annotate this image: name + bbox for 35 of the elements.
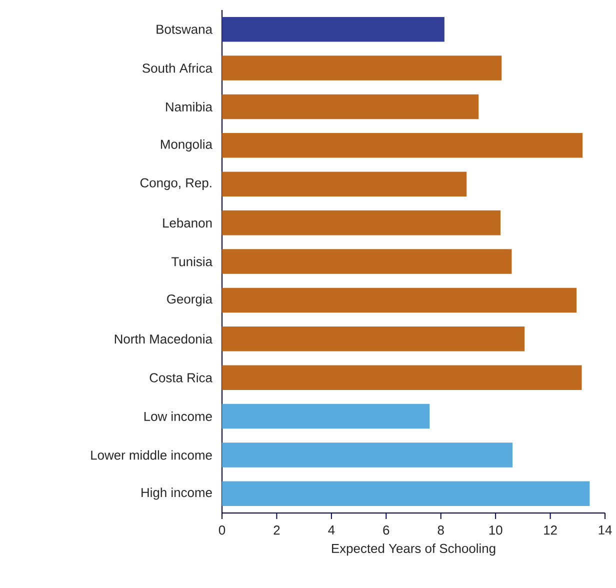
bar	[222, 210, 500, 236]
bar	[222, 481, 590, 506]
bar	[222, 288, 577, 313]
y-tick-label: Mongolia	[160, 139, 212, 152]
y-tick-label: Georgia	[167, 294, 212, 306]
x-tick-label: 0	[218, 526, 226, 535]
y-tick-label: Botswana	[156, 24, 212, 34]
x-tick-label: 12	[544, 526, 557, 535]
bar	[222, 133, 583, 158]
y-tick-label: Lebanon	[163, 218, 212, 228]
y-tick-label: Lower middle income	[91, 450, 212, 460]
x-tick-label: 6	[383, 526, 390, 535]
bar	[222, 404, 430, 429]
bar	[222, 365, 582, 390]
bar	[222, 249, 512, 274]
x-tick-label: 2	[274, 526, 280, 535]
x-tick-label: 14	[598, 526, 612, 534]
bar	[222, 442, 513, 468]
y-tick-label: North Macedonia	[114, 334, 212, 344]
y-tick-label: Namibia	[166, 102, 212, 112]
y-tick-label: High income	[142, 488, 212, 500]
y-tick-label: Tunisia	[172, 256, 212, 266]
y-tick-label: South Africa	[142, 63, 212, 73]
y-tick-label: Costa Rica	[150, 372, 212, 382]
bar	[222, 94, 479, 120]
bar	[222, 16, 444, 42]
bar	[222, 326, 525, 352]
y-tick-label: Congo, Rep.	[140, 178, 212, 190]
bar	[222, 172, 467, 196]
x-tick-label: 10	[489, 526, 502, 535]
x-tick-label: 4	[328, 526, 335, 534]
x-tick-label: 8	[438, 526, 444, 535]
x-axis-title: Expected Years of Schooling	[332, 544, 496, 556]
y-tick-label: Low income	[144, 412, 212, 422]
bar	[222, 56, 502, 80]
